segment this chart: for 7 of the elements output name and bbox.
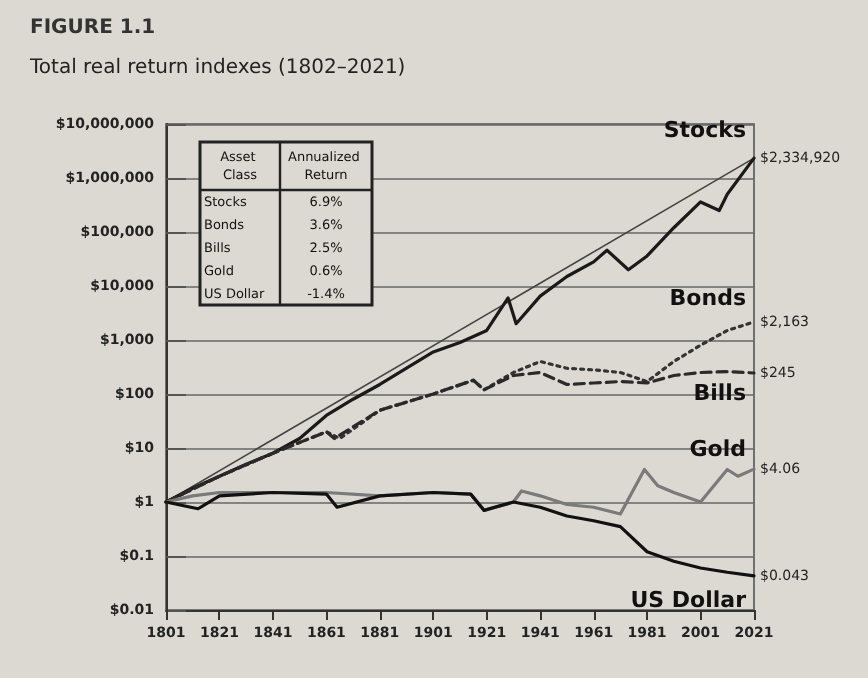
series-label: Bonds	[669, 284, 747, 311]
series-label: Gold	[689, 436, 746, 463]
chart-title: FIGURE 1.1	[30, 17, 156, 39]
series-label: Stocks	[663, 117, 747, 144]
series-label: Bills	[693, 379, 747, 406]
series-label: US Dollar	[630, 586, 748, 613]
chart-subtitle: Total real return indexes (1802–2021)	[28, 57, 406, 79]
